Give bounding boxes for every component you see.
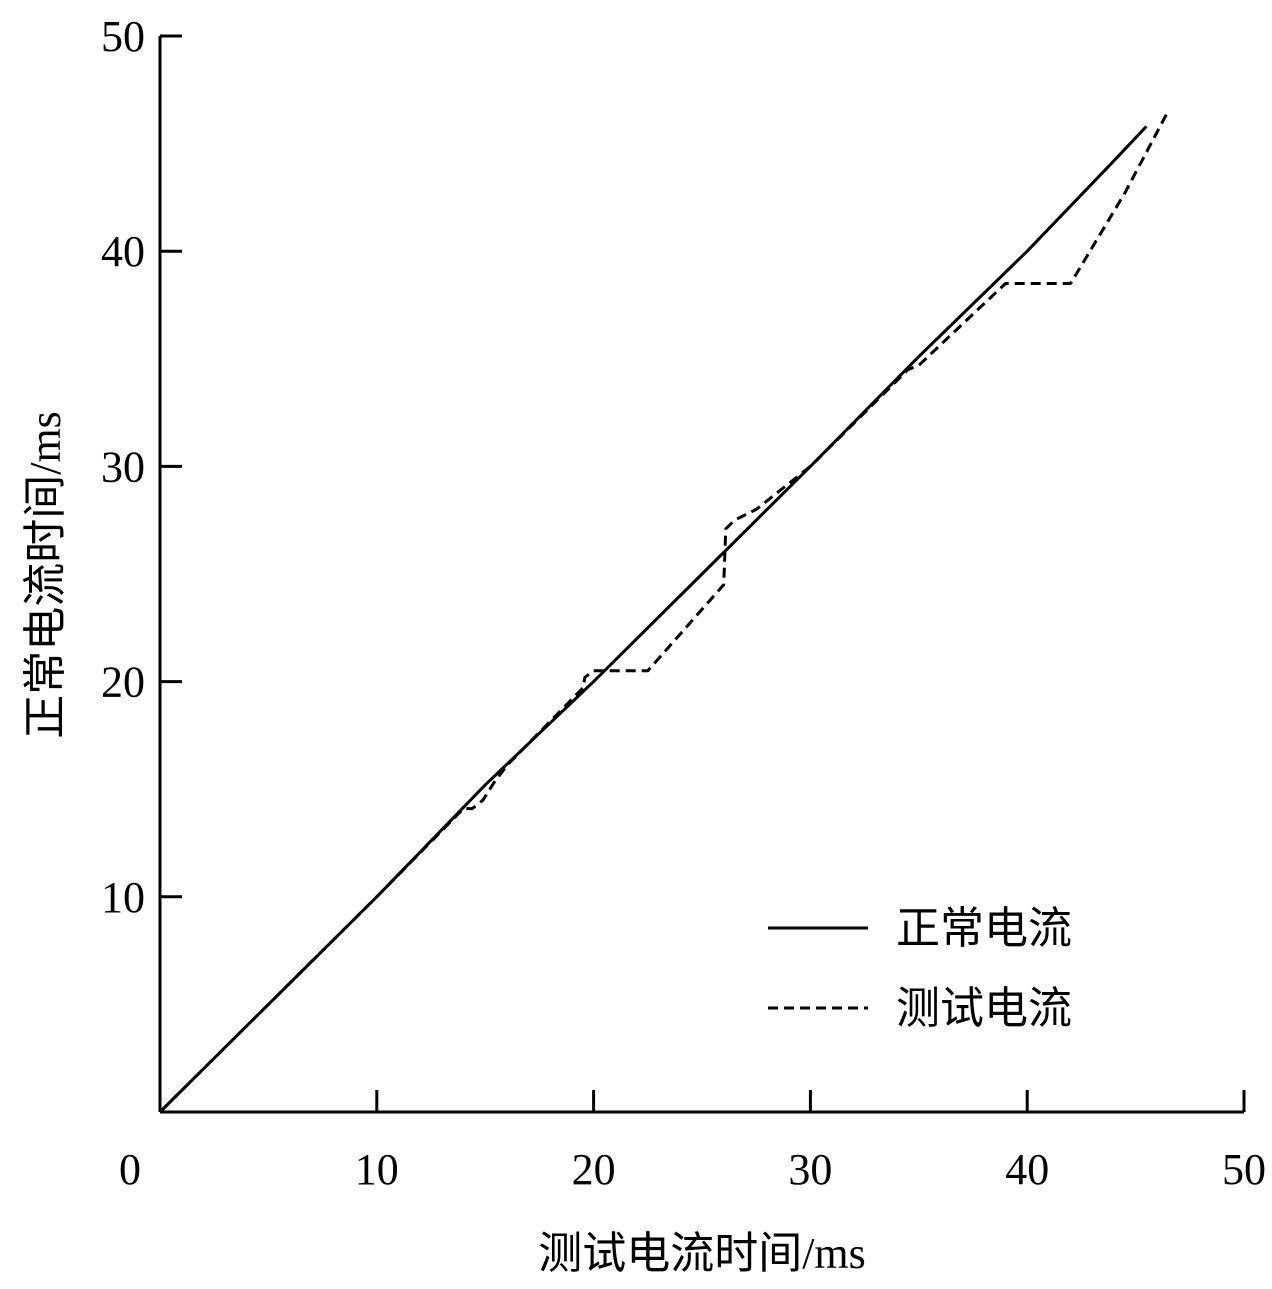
y-tick-label: 10 bbox=[101, 873, 145, 922]
y-axis-label: 正常电流时间/ms bbox=[21, 411, 70, 739]
series-line-2 bbox=[158, 110, 1170, 1114]
x-tick-label: 30 bbox=[788, 1145, 832, 1194]
x-tick-label: 10 bbox=[355, 1145, 399, 1194]
legend-label-2: 测试电流 bbox=[896, 984, 1072, 1033]
y-ticks: 10 20 30 40 50 bbox=[101, 12, 182, 922]
x-tick-label: 0 bbox=[119, 1145, 141, 1194]
x-axis-label: 测试电流时间/ms bbox=[538, 1229, 866, 1278]
x-tick-label: 50 bbox=[1222, 1145, 1266, 1194]
series-layer bbox=[158, 110, 1170, 1114]
y-tick-label: 40 bbox=[101, 227, 145, 276]
y-tick-label: 50 bbox=[101, 12, 145, 61]
x-tick-label: 40 bbox=[1005, 1145, 1049, 1194]
legend-label-1: 正常电流 bbox=[896, 904, 1072, 953]
axes bbox=[158, 36, 1244, 1114]
x-tick-label: 20 bbox=[572, 1145, 616, 1194]
y-tick-label: 20 bbox=[101, 658, 145, 707]
y-tick-label: 30 bbox=[101, 442, 145, 491]
x-ticks: 0 10 20 30 40 50 bbox=[119, 1090, 1266, 1194]
